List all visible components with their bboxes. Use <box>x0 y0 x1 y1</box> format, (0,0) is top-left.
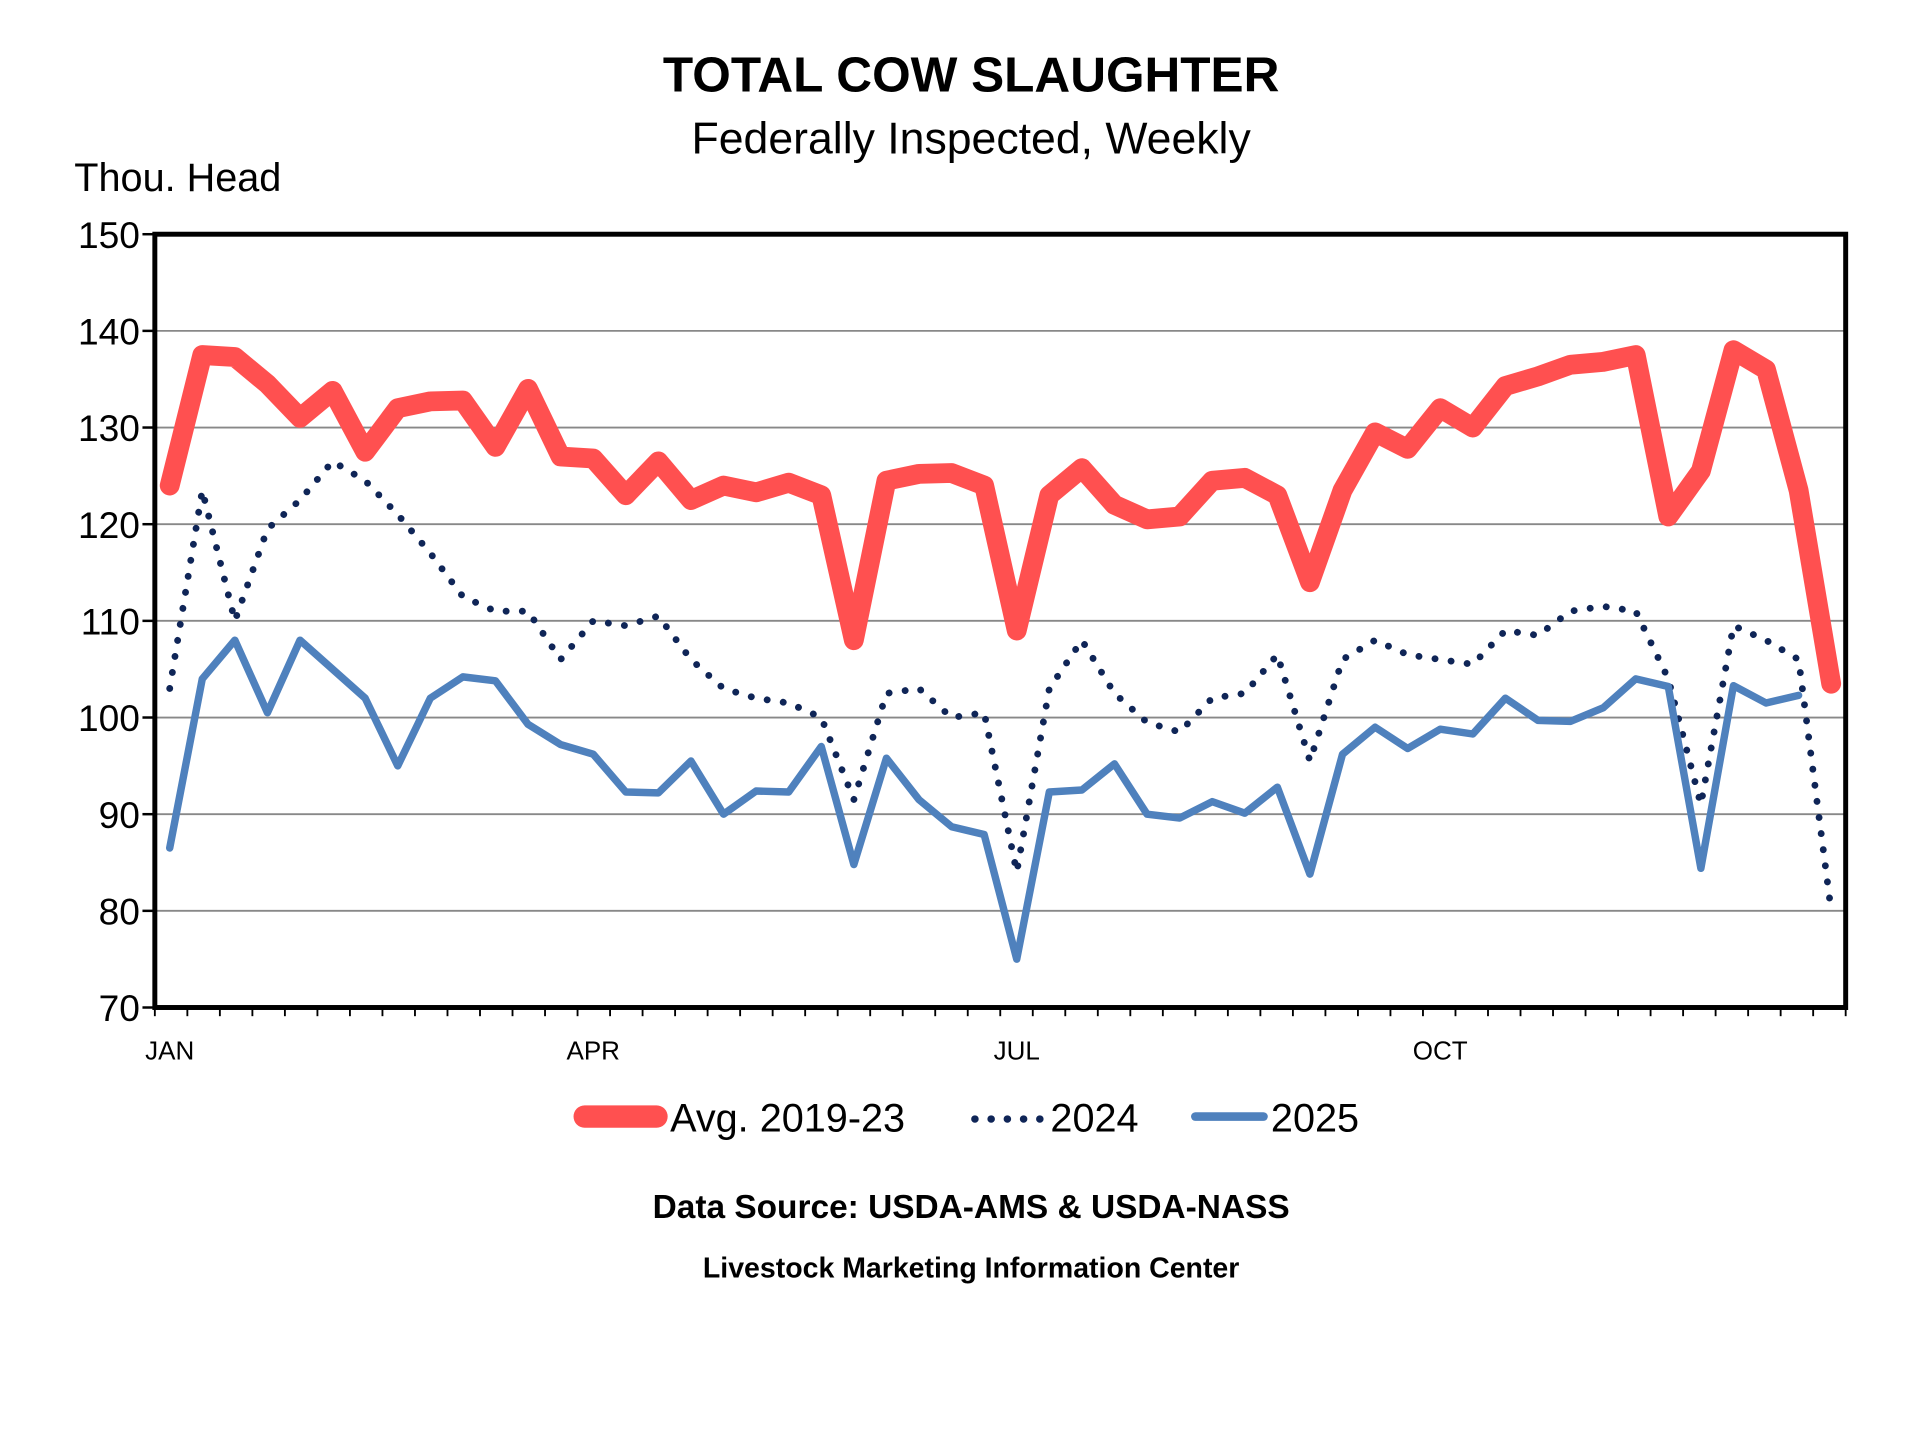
y-axis-label: Thou. Head <box>74 156 281 200</box>
y-tick-label: 90 <box>99 794 140 836</box>
y-tick-label: 110 <box>81 600 140 642</box>
legend: Avg. 2019-23 2024 2025 <box>573 1096 1359 1140</box>
chart-title: TOTAL COW SLAUGHTER <box>663 47 1279 103</box>
chart-subtitle: Federally Inspected, Weekly <box>692 115 1252 164</box>
gridlines <box>154 329 1846 912</box>
lmic-credit: Livestock Marketing Information Center <box>703 1253 1239 1285</box>
y-tick-label: 120 <box>78 504 140 546</box>
series-lines <box>159 340 1842 963</box>
series-line-avg-2019-23 <box>159 340 1842 694</box>
y-tick-label: 70 <box>99 987 140 1029</box>
x-tick-label: OCT <box>1413 1036 1468 1066</box>
series-line-2025 <box>165 636 1803 963</box>
y-tick-label: 130 <box>78 407 140 449</box>
y-tick-label: 100 <box>78 697 140 739</box>
x-tick-label: JAN <box>145 1036 194 1066</box>
x-tick-label: APR <box>566 1036 619 1066</box>
y-axis-ticks: 70 80 90 100 110 120 130 140 150 <box>78 214 155 1029</box>
data-source-note: Data Source: USDA-AMS & USDA-NASS <box>653 1189 1290 1226</box>
x-axis-ticks: JAN APR JUL OCT <box>145 1007 1847 1066</box>
y-tick-label: 150 <box>78 214 140 256</box>
y-tick-label: 140 <box>78 311 140 353</box>
plot-area-border <box>152 231 1849 1010</box>
x-tick-label: JUL <box>994 1036 1040 1066</box>
legend-label-2024: 2024 <box>1050 1096 1138 1140</box>
legend-label-avg: Avg. 2019-23 <box>670 1096 905 1140</box>
y-tick-label: 80 <box>99 890 140 932</box>
legend-label-2025: 2025 <box>1271 1096 1359 1140</box>
